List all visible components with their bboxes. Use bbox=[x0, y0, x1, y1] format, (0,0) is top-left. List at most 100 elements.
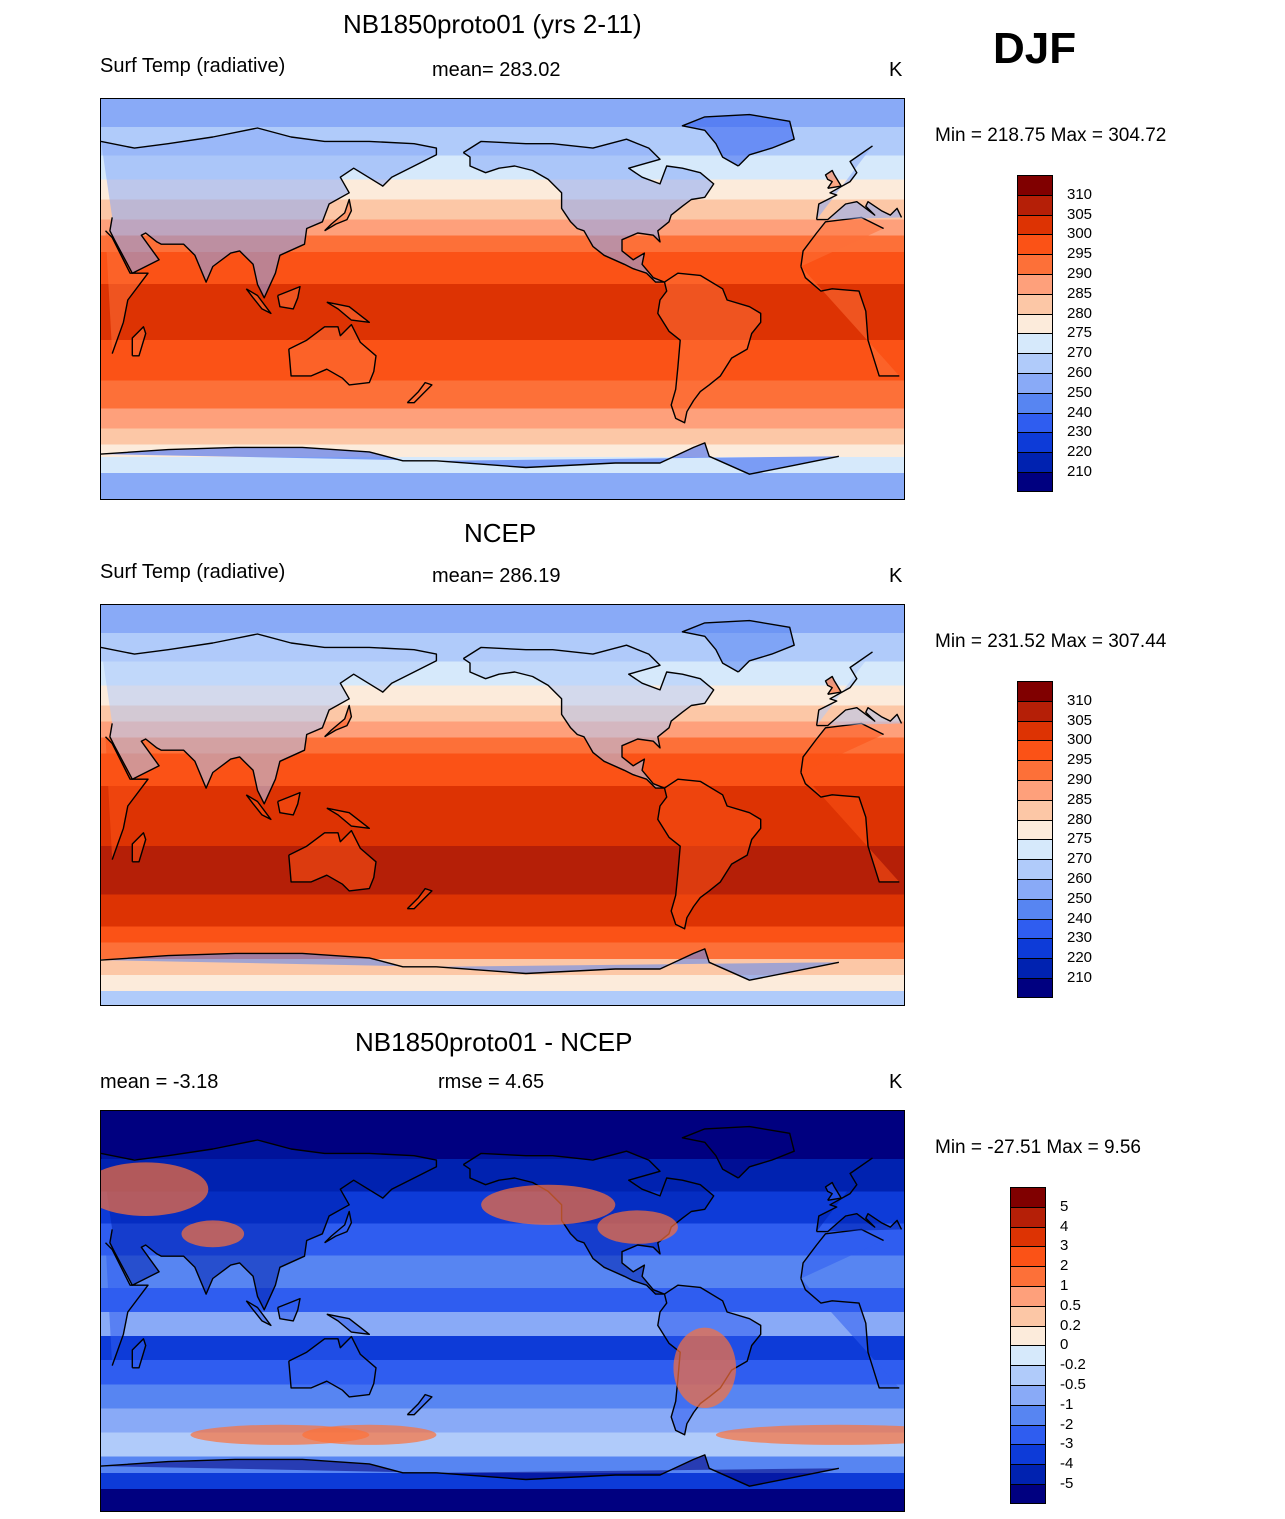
colorbar-swatch bbox=[1018, 472, 1052, 491]
coastline-africa bbox=[105, 1228, 900, 1389]
colorbar-label: 275 bbox=[1067, 324, 1093, 342]
colorbar-label: -0.2 bbox=[1060, 1356, 1086, 1374]
coastline-newguinea bbox=[326, 301, 370, 323]
colorbar-label: -2 bbox=[1060, 1415, 1074, 1433]
minmax-label: Min = -27.51 Max = 9.56 bbox=[935, 1137, 1141, 1158]
colorbar-swatch bbox=[1018, 820, 1052, 841]
colorbar-swatch bbox=[1018, 939, 1052, 960]
colorbar-label: 270 bbox=[1067, 850, 1093, 868]
colorbar-label: 290 bbox=[1067, 771, 1093, 788]
colorbar-swatch bbox=[1018, 840, 1052, 861]
colorbar-label: 280 bbox=[1067, 810, 1093, 828]
colorbar-swatch bbox=[1018, 294, 1052, 315]
colorbar-swatch bbox=[1018, 413, 1052, 434]
units-label: K bbox=[889, 59, 903, 81]
minmax-label: Min = 231.52 Max = 307.44 bbox=[935, 631, 1167, 652]
coastline-australia bbox=[288, 323, 377, 386]
anomaly-blob bbox=[673, 1327, 737, 1409]
coastline-nz bbox=[406, 887, 433, 910]
coastline-newguinea bbox=[326, 1313, 370, 1335]
coastline-australia bbox=[288, 1335, 377, 1398]
colorbar-label: 285 bbox=[1067, 284, 1093, 302]
coastline-africa bbox=[105, 216, 900, 377]
map-model bbox=[100, 98, 905, 500]
coastline-samerica bbox=[657, 272, 762, 424]
colorbar-label: 310 bbox=[1067, 691, 1093, 709]
colorbar-swatch bbox=[1018, 255, 1052, 275]
colorbar-swatch bbox=[1018, 195, 1052, 216]
colorbar-label: -4 bbox=[1060, 1455, 1074, 1473]
coastline-nz bbox=[406, 381, 433, 404]
colorbar-box bbox=[1010, 1187, 1046, 1504]
colorbar-swatch bbox=[1011, 1247, 1045, 1268]
coastline-eurasia bbox=[101, 1139, 903, 1311]
coastline-namerica bbox=[462, 138, 715, 283]
coastline-sumatra bbox=[245, 794, 272, 821]
rmse-label: rmse = 4.65 bbox=[438, 1071, 545, 1093]
colorbar-swatch bbox=[1018, 334, 1052, 355]
colorbar-label: 3 bbox=[1060, 1237, 1069, 1255]
colorbar-swatch bbox=[1011, 1465, 1045, 1485]
coastline-madagascar bbox=[131, 1338, 147, 1369]
colorbar-label: 0.5 bbox=[1060, 1296, 1081, 1314]
colorbar-swatch bbox=[1018, 899, 1052, 920]
panel-title: NCEP bbox=[464, 518, 537, 548]
colorbar-swatch bbox=[1011, 1385, 1045, 1406]
colorbar-label: 0.2 bbox=[1060, 1316, 1081, 1334]
colorbar-swatch bbox=[1011, 1326, 1045, 1347]
colorbar-swatch bbox=[1011, 1445, 1045, 1466]
colorbar-label: -5 bbox=[1060, 1475, 1074, 1492]
coastline-australia bbox=[288, 829, 377, 892]
coastline-sumatra bbox=[245, 1300, 272, 1327]
colorbar-box bbox=[1017, 175, 1053, 492]
colorbar-swatch bbox=[1018, 682, 1052, 702]
colorbar-label: 270 bbox=[1067, 344, 1093, 362]
colorbar-swatch bbox=[1011, 1227, 1045, 1248]
coastline-antarctica bbox=[101, 442, 840, 475]
colorbar-label: 230 bbox=[1067, 423, 1093, 441]
colorbar-label: 285 bbox=[1067, 790, 1093, 808]
colorbar-label: 260 bbox=[1067, 870, 1093, 887]
coastline-borneo bbox=[277, 285, 301, 310]
colorbar-swatch bbox=[1018, 701, 1052, 722]
colorbar-label: 250 bbox=[1067, 383, 1093, 401]
colorbar-swatch bbox=[1018, 433, 1052, 454]
colorbar-swatch bbox=[1018, 354, 1052, 374]
colorbar-label: 290 bbox=[1067, 265, 1093, 282]
panel-title: NB1850proto01 - NCEP bbox=[355, 1027, 633, 1057]
variable-label: Surf Temp (radiative) bbox=[100, 561, 286, 583]
colorbar-label: 210 bbox=[1067, 969, 1093, 986]
coastline-japan bbox=[324, 1210, 353, 1244]
colorbar-swatch bbox=[1018, 959, 1052, 979]
colorbar-swatch bbox=[1018, 274, 1052, 295]
map-diff bbox=[100, 1110, 905, 1512]
coastline-greenland bbox=[681, 619, 795, 673]
coastline-africa bbox=[105, 722, 900, 883]
colorbar-label: 310 bbox=[1067, 185, 1093, 203]
colorbar-swatch bbox=[1011, 1267, 1045, 1287]
anomaly-blob bbox=[597, 1210, 678, 1244]
anomaly-blob bbox=[181, 1220, 245, 1248]
coastline-eurasia bbox=[101, 633, 903, 805]
coastline-japan bbox=[324, 704, 353, 738]
colorbar-swatch bbox=[1011, 1425, 1045, 1446]
colorbar-swatch bbox=[1018, 978, 1052, 997]
coastline-uk bbox=[824, 169, 842, 189]
coastline-japan bbox=[324, 198, 353, 232]
colorbar-label: 230 bbox=[1067, 929, 1093, 947]
colorbar-label: 1 bbox=[1060, 1277, 1069, 1294]
coastline-antarctica bbox=[101, 1454, 840, 1487]
coastline-madagascar bbox=[131, 326, 147, 357]
anomaly-blob bbox=[302, 1424, 437, 1445]
colorbar-swatch bbox=[1018, 235, 1052, 256]
colorbar-swatch bbox=[1011, 1366, 1045, 1386]
anomaly-blob bbox=[715, 1424, 904, 1445]
colorbar-swatch bbox=[1018, 721, 1052, 742]
colorbar-swatch bbox=[1018, 314, 1052, 335]
colorbar-label: 280 bbox=[1067, 304, 1093, 322]
coastline-borneo bbox=[277, 791, 301, 816]
colorbar-swatch bbox=[1011, 1286, 1045, 1307]
anomaly-blob bbox=[481, 1184, 616, 1225]
colorbar-label: 250 bbox=[1067, 889, 1093, 907]
colorbar-swatch bbox=[1018, 780, 1052, 801]
